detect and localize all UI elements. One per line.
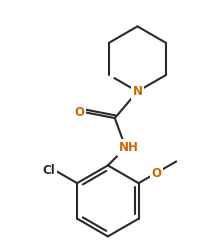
Text: Cl: Cl xyxy=(43,164,55,177)
Text: NH: NH xyxy=(119,141,139,154)
Text: O: O xyxy=(74,106,84,119)
Text: O: O xyxy=(152,167,162,180)
Text: N: N xyxy=(132,85,142,98)
